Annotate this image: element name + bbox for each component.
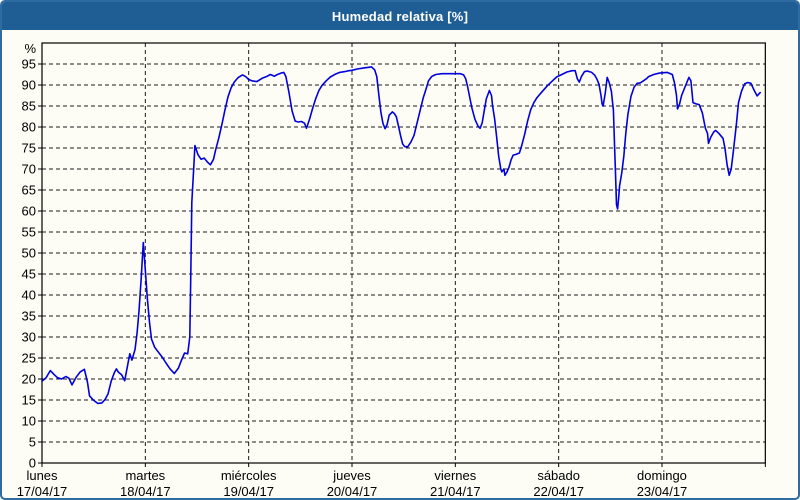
- y-tick-label: 50: [22, 246, 36, 261]
- y-tick-label: 65: [22, 183, 36, 198]
- x-date-label: 20/04/17: [327, 484, 378, 499]
- x-day-label: miércoles: [221, 468, 277, 483]
- y-tick-label: 30: [22, 330, 36, 345]
- x-date-label: 22/04/17: [533, 484, 584, 499]
- x-date-label: 23/04/17: [637, 484, 688, 499]
- y-tick-label: 25: [22, 351, 36, 366]
- y-tick-label: 10: [22, 414, 36, 429]
- chart-canvas: 95908580757065605550454035302520151050%l…: [17, 41, 766, 499]
- x-day-label: viernes: [434, 468, 476, 483]
- x-date-label: 19/04/17: [223, 484, 274, 499]
- y-tick-label: 55: [22, 225, 36, 240]
- y-tick-label: 5: [29, 435, 36, 450]
- y-axis-unit-label: %: [24, 41, 36, 56]
- x-day-label: jueves: [332, 468, 371, 483]
- x-day-label: sábado: [537, 468, 580, 483]
- y-tick-label: 90: [22, 78, 36, 93]
- y-tick-label: 85: [22, 99, 36, 114]
- y-tick-label: 60: [22, 204, 36, 219]
- y-tick-label: 45: [22, 267, 36, 282]
- plot-frame: [41, 42, 766, 464]
- title-bar: Humedad relativa [%]: [2, 2, 798, 30]
- x-day-label: lunes: [26, 468, 58, 483]
- y-tick-label: 20: [22, 372, 36, 387]
- x-day-label: martes: [125, 468, 165, 483]
- chart-title: Humedad relativa [%]: [331, 8, 469, 24]
- x-day-label: domingo: [637, 468, 687, 483]
- y-tick-label: 70: [22, 162, 36, 177]
- y-tick-label: 15: [22, 393, 36, 408]
- y-tick-label: 80: [22, 120, 36, 135]
- x-date-label: 21/04/17: [430, 484, 481, 499]
- y-tick-label: 75: [22, 141, 36, 156]
- y-tick-label: 35: [22, 309, 36, 324]
- y-tick-label: 95: [22, 57, 36, 72]
- x-date-label: 18/04/17: [120, 484, 171, 499]
- x-date-label: 17/04/17: [17, 484, 68, 499]
- humidity-series-line: [41, 66, 762, 405]
- y-tick-label: 0: [29, 456, 36, 471]
- y-tick-label: 40: [22, 288, 36, 303]
